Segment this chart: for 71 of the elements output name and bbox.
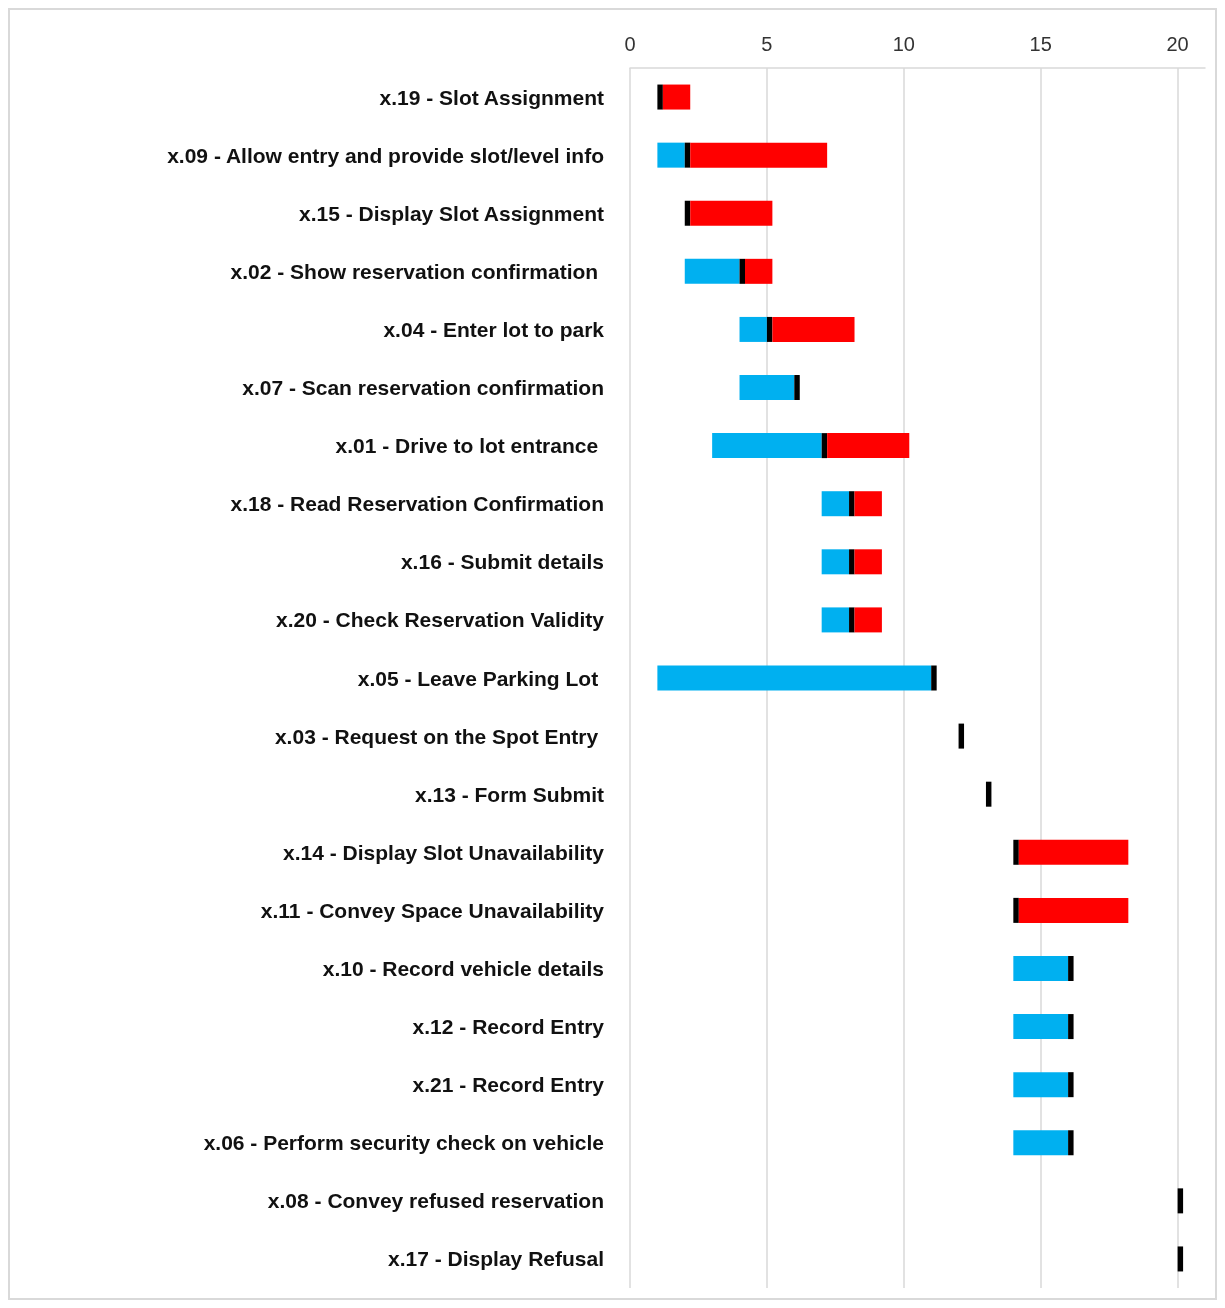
bar bbox=[849, 549, 855, 575]
bar bbox=[712, 433, 822, 459]
bar bbox=[1013, 1014, 1069, 1040]
bar bbox=[690, 200, 773, 226]
bar bbox=[1013, 1130, 1069, 1156]
bar bbox=[1013, 897, 1019, 923]
bar bbox=[827, 433, 910, 459]
bar bbox=[854, 607, 882, 633]
bar bbox=[1013, 839, 1019, 865]
bar bbox=[1068, 1130, 1074, 1156]
y-tick-label: x.12 - Record Entry bbox=[412, 1015, 605, 1039]
bar bbox=[745, 258, 773, 284]
y-tick-label: x.11 - Convey Space Unavailability bbox=[260, 898, 605, 922]
y-tick-label: x.03 - Request on the Spot Entry bbox=[274, 724, 604, 748]
y-tick-label: x.01 - Drive to lot entrance bbox=[335, 434, 604, 458]
bar bbox=[766, 316, 773, 342]
bar bbox=[1013, 955, 1069, 981]
bar bbox=[684, 142, 691, 168]
bar bbox=[931, 665, 937, 691]
y-tick-label: x.18 - Read Reservation Confirmation bbox=[230, 492, 604, 516]
bar bbox=[1018, 839, 1129, 865]
bar bbox=[739, 316, 767, 342]
y-tick-label: x.08 - Convey refused reservation bbox=[267, 1189, 604, 1213]
bar bbox=[657, 142, 685, 168]
x-tick-label: 5 bbox=[761, 33, 773, 55]
y-tick-label: x.04 - Enter lot to park bbox=[383, 317, 605, 341]
y-tick-label: x.06 - Perform security check on vehicle bbox=[203, 1131, 604, 1155]
bar bbox=[854, 491, 882, 517]
bar bbox=[1068, 955, 1074, 981]
bar bbox=[1068, 1014, 1074, 1040]
x-tick-label: 15 bbox=[1029, 33, 1052, 55]
bar bbox=[684, 258, 740, 284]
bar bbox=[958, 723, 965, 749]
bar bbox=[794, 375, 800, 401]
bar bbox=[662, 84, 691, 110]
bar bbox=[739, 258, 745, 284]
bar bbox=[849, 491, 855, 517]
y-tick-label: x.13 - Form Submit bbox=[414, 782, 605, 806]
y-tick-label: x.17 - Display Refusal bbox=[388, 1247, 604, 1271]
y-tick-label: x.02 - Show reservation confirmation bbox=[230, 259, 604, 283]
bar bbox=[657, 84, 663, 110]
bar bbox=[684, 200, 691, 226]
y-tick-label: x.07 - Scan reservation confirmation bbox=[242, 376, 604, 400]
x-tick-label: 0 bbox=[624, 33, 636, 55]
y-tick-label: x.14 - Display Slot Unavailability bbox=[283, 840, 605, 864]
bar bbox=[821, 549, 850, 575]
bar bbox=[1177, 1246, 1184, 1272]
bar bbox=[1018, 897, 1129, 923]
bar bbox=[821, 491, 850, 517]
bar bbox=[1177, 1188, 1184, 1214]
y-tick-label: x.05 - Leave Parking Lot bbox=[357, 666, 604, 690]
x-tick-label: 20 bbox=[1166, 33, 1189, 55]
y-tick-label: x.09 - Allow entry and provide slot/level info bbox=[167, 143, 604, 167]
bar bbox=[821, 433, 828, 459]
bar bbox=[985, 781, 992, 807]
y-tick-label: x.10 - Record vehicle details bbox=[322, 956, 604, 980]
bar bbox=[739, 375, 795, 401]
x-tick-label: 10 bbox=[892, 33, 915, 55]
bar bbox=[1013, 1072, 1069, 1098]
bar bbox=[821, 607, 850, 633]
bar bbox=[690, 142, 828, 168]
y-tick-label: x.20 - Check Reservation Validity bbox=[276, 608, 605, 632]
bar bbox=[772, 316, 855, 342]
bar bbox=[1068, 1072, 1074, 1098]
y-tick-label: x.15 - Display Slot Assignment bbox=[299, 201, 604, 225]
y-tick-label: x.19 - Slot Assignment bbox=[379, 85, 605, 109]
bar bbox=[657, 665, 932, 691]
bar bbox=[854, 549, 882, 575]
y-tick-label: x.16 - Submit details bbox=[400, 550, 604, 574]
bar bbox=[849, 607, 855, 633]
y-tick-label: x.21 - Record Entry bbox=[412, 1073, 605, 1097]
